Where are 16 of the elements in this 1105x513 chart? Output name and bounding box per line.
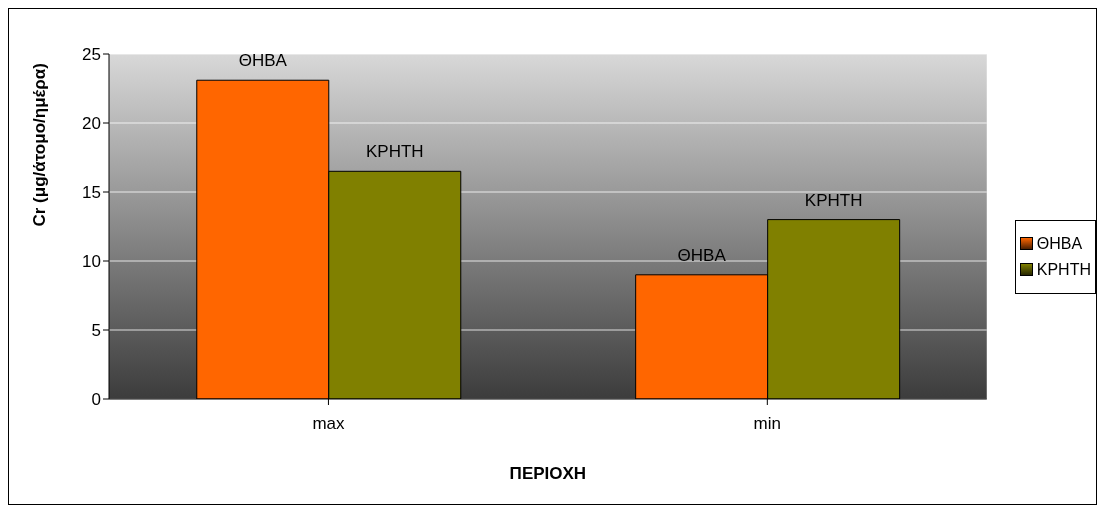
y-tick-label: 0 <box>91 390 101 410</box>
text: ΚΡΗΤΗ <box>804 190 863 210</box>
text: ΘΗΒΑ <box>677 245 726 265</box>
y-tick-label: 5 <box>91 321 101 341</box>
legend-label: ΚΡΗΤΗ <box>1036 260 1091 279</box>
legend-label: ΘΗΒΑ <box>1036 234 1083 253</box>
text: ΚΡΗΤΗ <box>365 142 424 162</box>
y-tick-label: 20 <box>82 114 101 134</box>
y-tick-label: 10 <box>82 252 101 272</box>
y-tick-label: 15 <box>82 183 101 203</box>
x-tick-label: min <box>753 414 782 434</box>
x-tick-label: max <box>312 414 345 434</box>
x-axis-title: ΠΕΡΙΟΧΗ <box>509 464 587 483</box>
text: ΘΗΒΑ <box>238 51 287 71</box>
y-tick-label: 25 <box>82 45 101 65</box>
y-axis-title: Cr (μg/άτομο/ημέρα) <box>30 63 50 227</box>
